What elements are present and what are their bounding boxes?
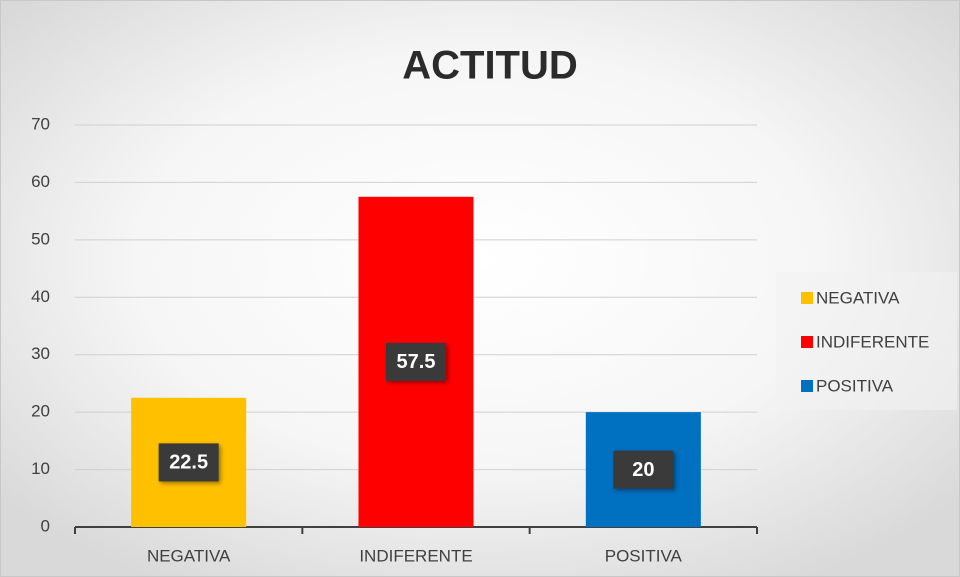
y-tick-label: 40 bbox=[31, 287, 50, 306]
y-tick-label: 0 bbox=[41, 516, 50, 535]
legend-swatch bbox=[801, 292, 813, 304]
x-tick-label: POSITIVA bbox=[605, 546, 683, 565]
legend-swatch bbox=[801, 380, 813, 392]
legend-label: INDIFERENTE bbox=[816, 332, 929, 351]
legend-label: POSITIVA bbox=[816, 376, 894, 395]
data-label: 57.5 bbox=[397, 351, 436, 373]
x-tick-label: NEGATIVA bbox=[147, 546, 231, 565]
y-tick-label: 60 bbox=[31, 172, 50, 191]
data-label-box bbox=[386, 342, 446, 381]
data-label: 20 bbox=[632, 459, 654, 481]
x-tick-label: INDIFERENTE bbox=[359, 546, 472, 565]
chart-title: ACTITUD bbox=[402, 44, 578, 88]
y-tick-label: 10 bbox=[31, 459, 50, 478]
y-tick-label: 20 bbox=[31, 402, 50, 421]
data-label-box bbox=[613, 450, 674, 489]
legend-label: NEGATIVA bbox=[816, 288, 900, 307]
y-tick-label: 50 bbox=[31, 229, 50, 248]
y-tick-label: 70 bbox=[31, 114, 50, 133]
y-tick-label: 30 bbox=[31, 344, 50, 363]
data-label: 22.5 bbox=[169, 452, 208, 474]
data-label-box bbox=[158, 443, 219, 482]
legend-swatch bbox=[801, 336, 813, 348]
